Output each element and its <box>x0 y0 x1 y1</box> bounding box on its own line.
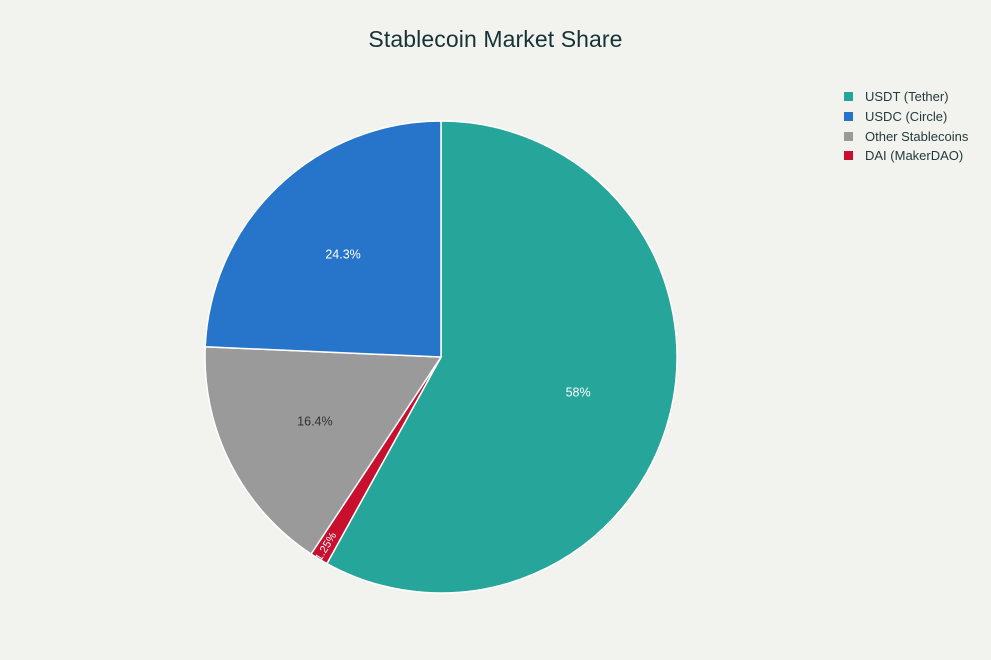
legend-label: USDT (Tether) <box>865 89 949 105</box>
legend-item-dai-makerdao[interactable]: DAI (MakerDAO) <box>844 146 968 166</box>
pie-slice-other-stablecoins[interactable] <box>204 346 443 556</box>
pie-slices <box>204 120 678 594</box>
pie-label-usdt-tether: 58% <box>566 385 591 399</box>
legend-swatch <box>844 151 853 161</box>
chart-title: Stablecoin Market Share <box>368 26 623 52</box>
legend-label: Other Stablecoins <box>865 128 969 144</box>
legend-item-other-stablecoins[interactable]: Other Stablecoins <box>844 126 968 146</box>
pie-slice-usdc-circle[interactable] <box>204 120 442 358</box>
legend-swatch <box>844 92 853 102</box>
legend-label: DAI (MakerDAO) <box>865 148 964 164</box>
pie-slice-usdt-tether[interactable] <box>325 120 678 594</box>
legend-swatch <box>844 131 853 141</box>
legend-swatch <box>844 112 853 122</box>
legend: USDT (Tether) USDC (Circle) Other Stableco… <box>844 87 968 166</box>
legend-item-usdt-tether[interactable]: USDT (Tether) <box>844 87 968 107</box>
legend-label: USDC (Circle) <box>865 109 948 125</box>
pie-label-other-stablecoins: 16.4% <box>297 414 332 428</box>
legend-item-usdc-circle[interactable]: USDC (Circle) <box>844 107 968 127</box>
pie-label-usdc-circle: 24.3% <box>325 248 360 262</box>
